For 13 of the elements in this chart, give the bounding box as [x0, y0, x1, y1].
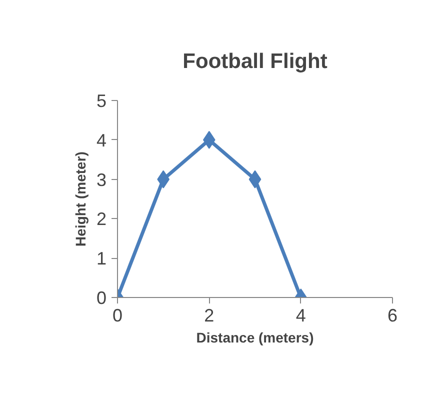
x-tick-label: 0 [112, 306, 123, 326]
y-axis-title: Height (meter) [72, 152, 88, 246]
y-tick-label: 4 [96, 130, 107, 150]
y-tick-label: 2 [96, 209, 107, 230]
y-tick-label: 0 [96, 288, 107, 308]
x-tick-label: 6 [387, 306, 398, 326]
x-tick-label: 2 [204, 306, 214, 326]
x-tick-label: 4 [296, 306, 306, 326]
x-axis-title: Distance (meters) [196, 330, 314, 346]
y-tick-label: 1 [96, 248, 107, 269]
y-tick-label: 3 [96, 170, 107, 190]
y-tick-label: 5 [96, 91, 107, 111]
chart-title: Football Flight [182, 50, 328, 73]
